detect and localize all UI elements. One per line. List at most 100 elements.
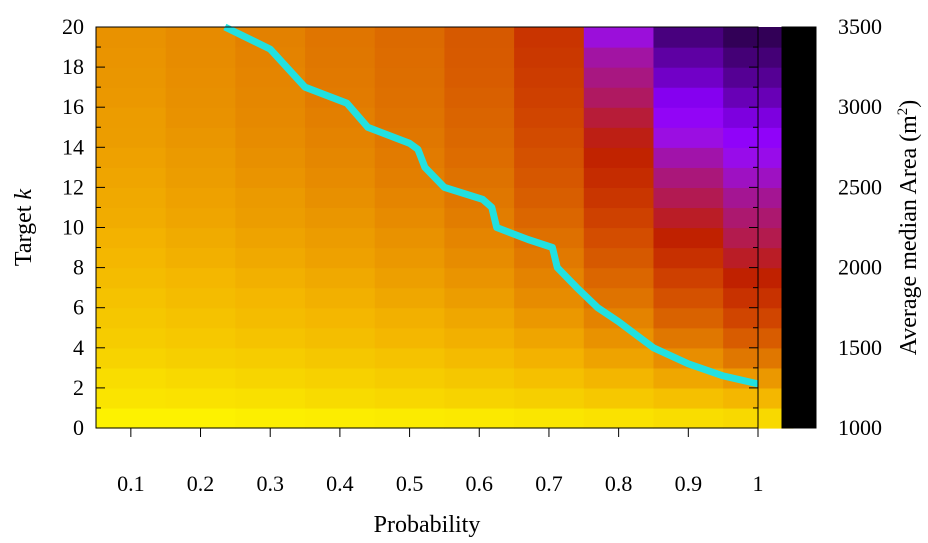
x-tick-label: 0.4 bbox=[326, 471, 354, 496]
heatmap-cell bbox=[583, 407, 655, 429]
heatmap-cell bbox=[305, 267, 376, 289]
heatmap-cell bbox=[583, 207, 655, 229]
heatmap-cell bbox=[165, 327, 236, 349]
heatmap-cell bbox=[235, 267, 306, 289]
heatmap-cell bbox=[374, 287, 446, 309]
heatmap-cell bbox=[444, 227, 515, 249]
heatmap-cell bbox=[514, 387, 585, 409]
x-tick-label: 0.5 bbox=[396, 471, 424, 496]
heatmap-cell bbox=[235, 327, 306, 349]
heatmap-cell bbox=[374, 67, 446, 88]
heatmap-cell bbox=[583, 247, 655, 269]
heatmap-cell bbox=[305, 367, 376, 389]
heatmap-cell bbox=[514, 87, 585, 108]
heatmap-cell bbox=[444, 87, 515, 108]
heatmap-cell bbox=[583, 347, 655, 369]
heatmap-cell bbox=[514, 407, 585, 429]
heatmap-cell bbox=[653, 167, 724, 188]
heatmap-cell bbox=[96, 107, 167, 128]
x-tick-label: 0.7 bbox=[535, 471, 563, 496]
colorbar-label-superscript: 2 bbox=[895, 108, 911, 116]
heatmap-cell bbox=[444, 107, 515, 128]
y-tick-labels: 0 2 4 6 8 10 12 14 16 18 20 bbox=[62, 14, 84, 440]
heatmap-cell bbox=[583, 47, 655, 68]
heatmap-cell bbox=[96, 187, 167, 209]
heatmap-cell bbox=[583, 147, 655, 168]
heatmap-cell bbox=[653, 267, 724, 289]
x-tick-label: 0.9 bbox=[675, 471, 703, 496]
heatmap-cell bbox=[96, 167, 167, 188]
heatmap-cell bbox=[305, 147, 376, 168]
x-tick-label: 0.8 bbox=[605, 471, 633, 496]
y-tick-label: 18 bbox=[62, 54, 84, 79]
heatmap-cell bbox=[514, 67, 585, 88]
heatmap-cell bbox=[514, 287, 585, 309]
heatmap-cell bbox=[96, 67, 167, 88]
heatmap-cell bbox=[374, 187, 446, 209]
heatmap-cell bbox=[374, 247, 446, 269]
colorbar-label: Average median Area (m2) bbox=[895, 100, 922, 356]
heatmap-cell bbox=[444, 267, 515, 289]
heatmap-cell bbox=[235, 207, 306, 229]
heatmap-cell bbox=[374, 327, 446, 349]
y-tick-label: 6 bbox=[73, 295, 84, 320]
heatmap-cell bbox=[653, 407, 724, 429]
heatmap-cell bbox=[653, 187, 724, 209]
y-tick-label: 8 bbox=[73, 255, 84, 280]
heatmap-cell bbox=[653, 387, 724, 409]
heatmap-cell bbox=[165, 267, 236, 289]
heatmap-cell bbox=[96, 227, 167, 249]
heatmap-cell bbox=[305, 407, 376, 429]
heatmap-cell bbox=[96, 207, 167, 229]
heatmap-cell bbox=[165, 227, 236, 249]
heatmap-cell bbox=[374, 307, 446, 329]
heatmap-cell bbox=[444, 127, 515, 148]
heatmap-cell bbox=[235, 367, 306, 389]
y-tick-label: 10 bbox=[62, 215, 84, 240]
heatmap-cell bbox=[165, 147, 236, 168]
heatmap-cell bbox=[96, 327, 167, 349]
y-axis-label: Target k bbox=[11, 189, 37, 267]
heatmap-cell bbox=[305, 347, 376, 369]
heatmap-cell bbox=[96, 267, 167, 289]
heatmap-cell bbox=[165, 47, 236, 68]
heatmap-cell bbox=[583, 107, 655, 128]
heatmap-cell bbox=[653, 27, 724, 48]
heatmap-cell bbox=[96, 387, 167, 409]
colorbar-ticks bbox=[782, 26, 816, 429]
heatmap-cell bbox=[305, 47, 376, 68]
heatmap-cell bbox=[235, 227, 306, 249]
x-tick-label: 0.1 bbox=[117, 471, 145, 496]
heatmap-cell bbox=[96, 27, 167, 48]
heatmap-cell bbox=[444, 47, 515, 68]
heatmap-cell bbox=[165, 87, 236, 108]
colorbar-tick-label: 3500 bbox=[838, 14, 882, 39]
x-tick-labels: 0.1 0.2 0.3 0.4 0.5 0.6 0.7 0.8 0.9 1 bbox=[117, 471, 763, 496]
x-axis-label: Probability bbox=[374, 512, 481, 538]
y-tick-label: 0 bbox=[73, 415, 84, 440]
heatmap-cell bbox=[165, 67, 236, 88]
heatmap-cell bbox=[444, 367, 515, 389]
colorbar-label-main: Average median Area (m bbox=[896, 115, 922, 355]
tick-marks bbox=[96, 26, 759, 437]
colorbar-tick-label: 3000 bbox=[838, 94, 882, 119]
heatmap-cell bbox=[165, 367, 236, 389]
heatmap-cell bbox=[653, 327, 724, 349]
heatmap-cell bbox=[444, 27, 515, 48]
colorbar-tick-label: 1000 bbox=[838, 415, 882, 440]
heatmap-cell bbox=[374, 227, 446, 249]
heatmap-cell bbox=[235, 87, 306, 108]
heatmap-cell bbox=[235, 187, 306, 209]
heatmap-cell bbox=[374, 407, 446, 429]
heatmap-cell bbox=[235, 147, 306, 168]
heatmap-cell bbox=[305, 187, 376, 209]
heatmap-cell bbox=[165, 27, 236, 48]
x-tick-label: 1 bbox=[753, 471, 764, 496]
colorbar-tick-label: 2000 bbox=[838, 255, 882, 280]
heatmap-cell bbox=[96, 347, 167, 369]
colorbar bbox=[781, 26, 817, 429]
heatmap-cell bbox=[374, 367, 446, 389]
heatmap-cell bbox=[165, 347, 236, 369]
heatmap-cell bbox=[235, 247, 306, 269]
